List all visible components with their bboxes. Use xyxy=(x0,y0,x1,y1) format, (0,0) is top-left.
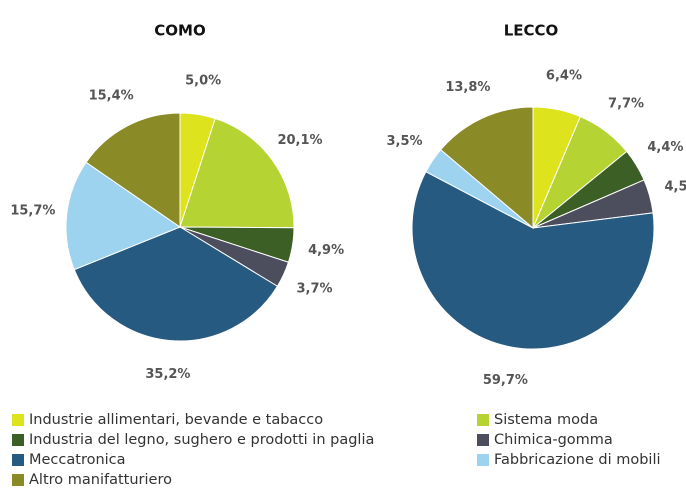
data-label: 5,0% xyxy=(185,73,221,88)
data-label: 59,7% xyxy=(483,373,528,388)
pie-slice xyxy=(179,117,295,229)
legend-label: Industria del legno, sughero e prodotti … xyxy=(29,432,374,448)
legend-label: Fabbricazione di mobili xyxy=(494,452,661,468)
data-label: 3,7% xyxy=(296,281,332,296)
legend-label: Altro manifatturiero xyxy=(29,472,172,488)
legend-swatch xyxy=(12,454,24,466)
pie-slice xyxy=(73,226,279,342)
data-label: 35,2% xyxy=(145,367,190,382)
legend-swatch xyxy=(477,454,489,466)
data-label: 4,9% xyxy=(308,243,344,258)
chart-title: LECCO xyxy=(504,22,559,40)
pie-slice xyxy=(65,161,182,271)
legend-swatch xyxy=(477,414,489,426)
pie-slice xyxy=(411,171,655,350)
legend-swatch xyxy=(12,474,24,486)
data-label: 7,7% xyxy=(608,97,644,112)
pie-slice xyxy=(85,112,181,228)
data-label: 20,1% xyxy=(277,133,322,148)
data-label: 13,8% xyxy=(445,80,490,95)
data-label: 6,4% xyxy=(546,69,582,84)
chart-title: COMO xyxy=(154,22,205,40)
legend-label: Chimica-gomma xyxy=(494,432,613,448)
legend-label: Meccatronica xyxy=(29,452,126,468)
data-label: 3,5% xyxy=(386,134,422,149)
pie-slice xyxy=(440,106,534,230)
legend-swatch xyxy=(12,434,24,446)
legend-swatch xyxy=(12,414,24,426)
legend-swatch xyxy=(477,434,489,446)
legend-label: Industrie allimentari, bevande e tabacco xyxy=(29,412,323,428)
data-label: 4,5% xyxy=(664,180,686,195)
legend-label: Sistema moda xyxy=(494,412,598,428)
data-label: 4,4% xyxy=(647,140,683,155)
data-label: 15,4% xyxy=(89,88,134,103)
data-label: 15,7% xyxy=(10,203,55,218)
